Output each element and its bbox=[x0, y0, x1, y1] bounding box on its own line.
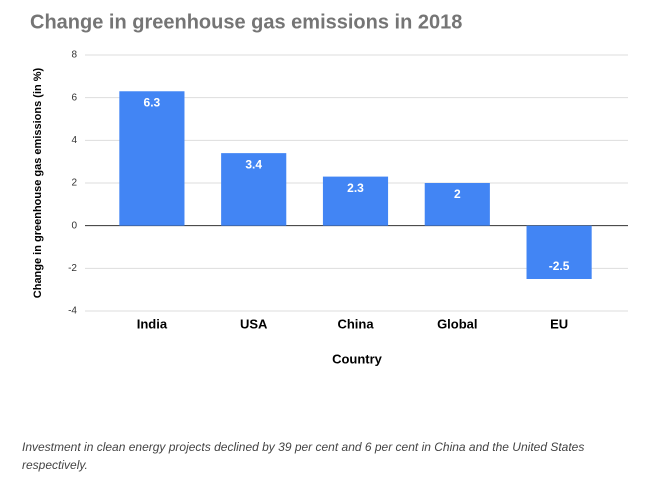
bar bbox=[526, 225, 592, 279]
chart-title: Change in greenhouse gas emissions in 20… bbox=[30, 11, 462, 33]
x-tick-label: USA bbox=[240, 316, 268, 331]
chart: Change in greenhouse gas emissions in 20… bbox=[30, 11, 628, 366]
y-tick-label: 4 bbox=[71, 135, 77, 146]
y-tick-label: 6 bbox=[71, 92, 77, 103]
y-tick-label: 8 bbox=[71, 50, 77, 61]
bar bbox=[424, 183, 490, 226]
x-tick-label: India bbox=[137, 316, 168, 331]
data-label: -2.5 bbox=[549, 259, 570, 273]
data-label: 2 bbox=[454, 187, 461, 201]
y-tick-label: 0 bbox=[71, 220, 77, 231]
bar bbox=[119, 91, 185, 226]
data-label: 6.3 bbox=[144, 95, 161, 109]
y-axis-label: Change in greenhouse gas emissions (in %… bbox=[32, 67, 44, 298]
x-tick-label: China bbox=[337, 316, 374, 331]
x-tick-label: EU bbox=[550, 316, 568, 331]
x-tick-label: Global bbox=[437, 316, 477, 331]
x-axis-label: Country bbox=[332, 351, 383, 366]
bar bbox=[221, 153, 287, 226]
caption: Investment in clean energy projects decl… bbox=[22, 440, 585, 472]
y-tick-label: 2 bbox=[71, 178, 77, 189]
bar bbox=[322, 176, 389, 226]
data-label: 2.3 bbox=[347, 181, 364, 195]
y-tick-label: -4 bbox=[68, 306, 77, 317]
y-tick-label: -2 bbox=[68, 263, 77, 274]
data-label: 3.4 bbox=[245, 157, 262, 171]
